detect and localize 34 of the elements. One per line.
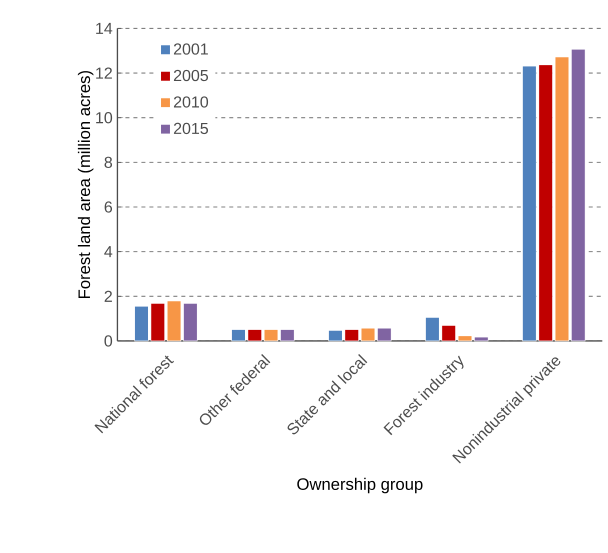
y-tick-label: 0 [104, 335, 112, 347]
bar [183, 303, 198, 342]
bar [328, 330, 343, 342]
y-tick-label: 14 [96, 22, 112, 34]
y-tick-label: 10 [96, 112, 112, 124]
bar [474, 336, 488, 342]
y-tick-label: 2 [104, 290, 112, 302]
bar [554, 56, 570, 342]
bar [166, 300, 182, 342]
bar [264, 329, 278, 342]
bar [134, 306, 149, 342]
y-axis-title: Forest land area (million acres) [78, 71, 94, 298]
bar [522, 66, 536, 342]
bar [377, 328, 392, 342]
legend-label: 2015 [174, 122, 208, 134]
bar [231, 329, 246, 342]
bar [344, 329, 359, 342]
legend-label: 2001 [174, 43, 208, 55]
bar [425, 317, 440, 342]
bar [458, 336, 472, 342]
y-tick-label: 4 [104, 246, 112, 258]
x-axis-title: Ownership group [297, 478, 423, 494]
legend-label: 2010 [174, 96, 208, 108]
bar [360, 328, 376, 342]
legend-label: 2005 [174, 70, 208, 82]
y-tick-label: 6 [104, 201, 112, 213]
bar [538, 64, 553, 342]
bar [150, 303, 165, 342]
bar [280, 329, 294, 342]
bar [248, 329, 262, 342]
y-tick-label: 8 [104, 156, 112, 168]
y-tick-label: 12 [96, 67, 112, 79]
bar [571, 49, 586, 342]
bar [442, 325, 456, 342]
